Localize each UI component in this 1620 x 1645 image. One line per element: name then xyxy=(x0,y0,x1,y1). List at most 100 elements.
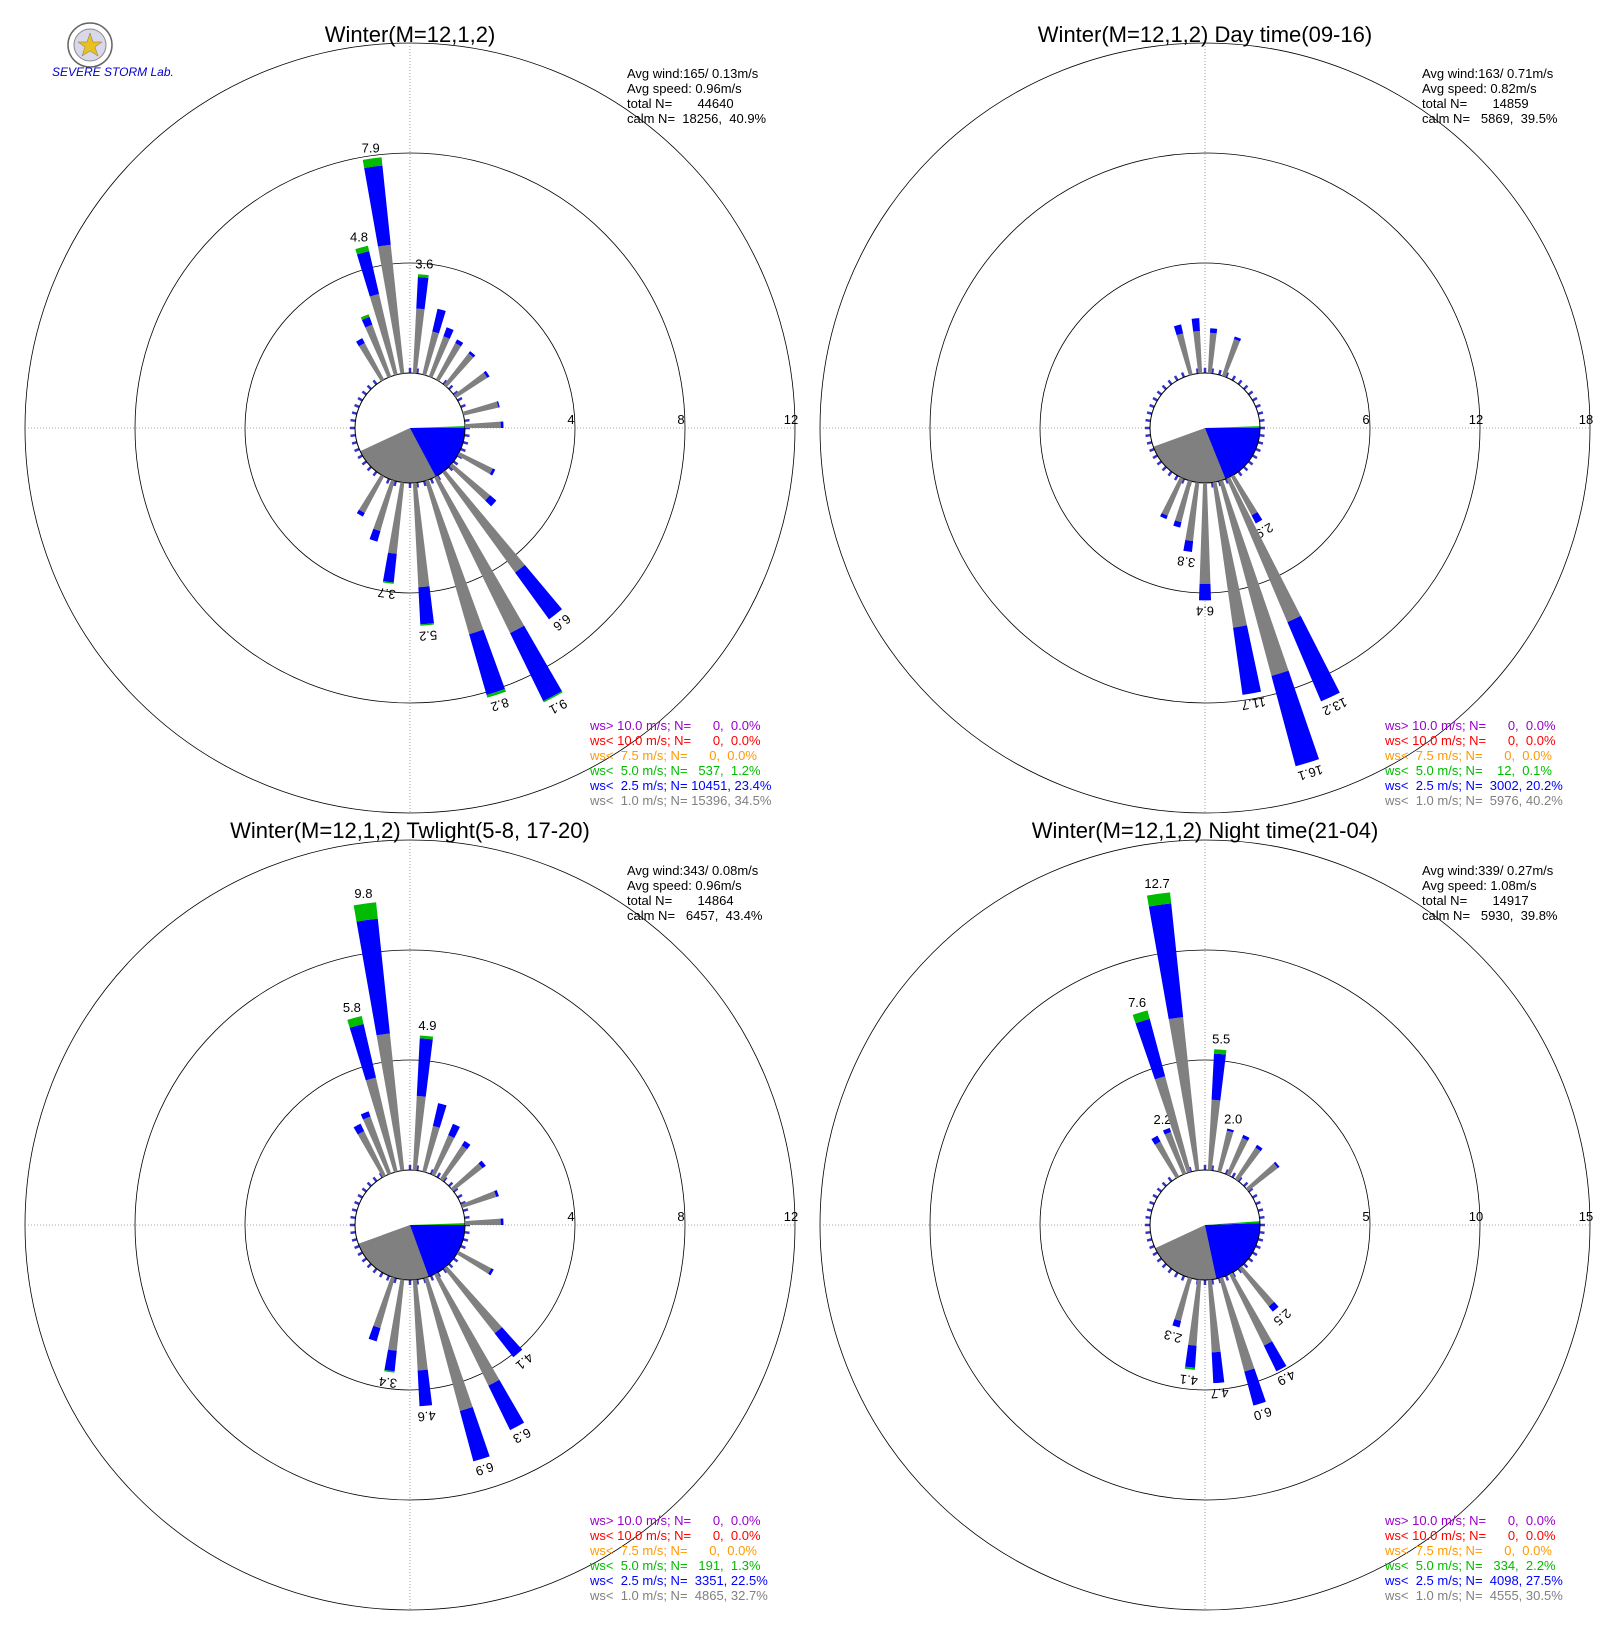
spoke-blue-bar xyxy=(416,1038,433,1097)
perimeter-tick xyxy=(442,379,448,386)
spoke-blue-bar xyxy=(1211,1351,1225,1384)
bar-value-label: 6.4 xyxy=(1196,603,1214,618)
spoke-gray-bar xyxy=(1226,477,1301,623)
spoke-blue-bar xyxy=(1255,1144,1263,1152)
spoke-blue-bar xyxy=(383,552,397,583)
spoke-gray-bar xyxy=(365,1077,398,1173)
spoke-blue-bar xyxy=(488,1268,494,1276)
bar-value-label: 2.0 xyxy=(1224,1112,1242,1127)
bar-value-label: 4.9 xyxy=(1275,1367,1298,1389)
perimeter-tick xyxy=(350,433,356,438)
perimeter-tick xyxy=(1156,1187,1163,1193)
spoke-gray-bar xyxy=(412,482,430,588)
spoke-blue-bar xyxy=(1172,1319,1182,1328)
spoke-gray-bar xyxy=(1219,480,1289,676)
perimeter-tick xyxy=(351,441,358,445)
perimeter-tick xyxy=(1149,447,1155,453)
perimeter-tick xyxy=(1243,466,1249,472)
perimeter-tick xyxy=(357,1251,363,1257)
bar-value-label: 11.7 xyxy=(1240,694,1267,713)
perimeter-tick xyxy=(1180,372,1186,378)
perimeter-tick xyxy=(351,1208,358,1212)
spoke-blue-bar xyxy=(1185,1344,1197,1368)
bar-value-label: 3.8 xyxy=(1176,553,1196,570)
lab-logo: SEVERE STORM Lab. xyxy=(52,22,174,79)
perimeter-tick xyxy=(393,1277,397,1284)
perimeter-tick xyxy=(366,384,372,390)
panel-title: Winter(M=12,1,2) Night time(21-04) xyxy=(1032,818,1379,843)
windrose-panel: 6 12 182.913.216.111.76.43.8Winter(M=12,1,… xyxy=(819,22,1593,814)
perimeter-tick xyxy=(1252,454,1258,460)
tick-label: 12 xyxy=(784,1209,798,1224)
spoke-gray-bar xyxy=(1207,1279,1221,1353)
spoke-gray-bar xyxy=(388,482,405,554)
calm-sector-blue xyxy=(410,1225,465,1277)
spoke-blue-bar xyxy=(455,339,464,347)
perimeter-tick xyxy=(1161,384,1167,390)
perimeter-tick xyxy=(1167,1267,1173,1274)
perimeter-tick xyxy=(1146,1238,1153,1242)
calm-sector-blue xyxy=(410,428,465,477)
perimeter-tick xyxy=(1224,1275,1230,1281)
perimeter-tick xyxy=(372,1176,378,1183)
legend-entry: ws< 10.0 m/s; N= 0, 0.0% xyxy=(1384,733,1556,748)
spoke-gray-bar xyxy=(443,1265,503,1334)
perimeter-tick xyxy=(1255,1200,1261,1206)
spoke-gray-bar xyxy=(428,336,450,378)
spoke-gray-bar xyxy=(1234,1147,1261,1182)
spoke-gray-bar xyxy=(434,475,525,634)
spoke-gray-bar xyxy=(457,452,493,475)
perimeter-tick xyxy=(1237,379,1243,386)
perimeter-tick xyxy=(436,1172,442,1178)
perimeter-tick xyxy=(1247,390,1254,396)
perimeter-tick xyxy=(357,1193,363,1199)
stat-line: Avg speed: 0.82m/s xyxy=(1422,81,1537,96)
spoke-blue-bar xyxy=(1233,336,1242,342)
perimeter-tick xyxy=(385,1275,391,1281)
perimeter-tick xyxy=(357,454,363,460)
spoke-green-bar xyxy=(1132,1010,1150,1024)
perimeter-tick xyxy=(1257,1208,1264,1212)
spoke-gray-bar xyxy=(388,1279,405,1351)
spoke-blue-bar xyxy=(417,1369,433,1407)
spoke-gray-bar xyxy=(464,1218,501,1225)
perimeter-tick xyxy=(1210,1279,1215,1285)
spoke-gray-bar xyxy=(424,1277,473,1411)
perimeter-tick xyxy=(1161,1263,1167,1269)
spoke-blue-bar xyxy=(1209,328,1218,334)
perimeter-tick xyxy=(1224,1169,1230,1175)
bar-value-label: 4.1 xyxy=(1179,1371,1199,1388)
bar-value-label: 2.3 xyxy=(1162,1327,1184,1346)
spoke-blue-bar xyxy=(349,1024,376,1081)
spoke-gray-bar xyxy=(450,1163,483,1192)
perimeter-tick xyxy=(366,466,372,472)
perimeter-tick xyxy=(460,403,466,409)
perimeter-tick xyxy=(464,418,470,423)
perimeter-tick xyxy=(350,1230,356,1235)
stat-line: Avg speed: 1.08m/s xyxy=(1422,878,1537,893)
calm-sector-blue xyxy=(1205,1223,1261,1279)
bar-value-label: 4.9 xyxy=(418,1018,436,1033)
perimeter-tick xyxy=(452,390,459,396)
spoke-gray-bar xyxy=(449,463,491,501)
perimeter-tick xyxy=(462,1208,469,1212)
legend-entry: ws< 10.0 m/s; N= 0, 0.0% xyxy=(589,1528,761,1543)
spoke-green-bar xyxy=(419,1035,434,1040)
perimeter-tick xyxy=(1152,1251,1158,1257)
calm-sector-green xyxy=(410,1223,466,1225)
spoke-gray-bar xyxy=(1176,333,1193,376)
spoke-gray-bar xyxy=(453,372,488,399)
spoke-gray-bar xyxy=(1207,1099,1221,1171)
spoke-gray-bar xyxy=(1212,481,1247,628)
spoke-blue-bar xyxy=(356,338,365,347)
spoke-blue-bar xyxy=(432,308,446,334)
spoke-gray-bar xyxy=(1154,1076,1191,1173)
spoke-gray-bar xyxy=(412,1279,428,1371)
perimeter-tick xyxy=(1255,403,1261,409)
logo-star-icon xyxy=(77,32,103,57)
spoke-blue-bar xyxy=(1268,1301,1279,1312)
perimeter-tick xyxy=(1237,1176,1243,1183)
spoke-blue-bar xyxy=(1273,1161,1280,1169)
spoke-gray-bar xyxy=(422,331,439,376)
spoke-blue-bar xyxy=(1233,625,1262,695)
